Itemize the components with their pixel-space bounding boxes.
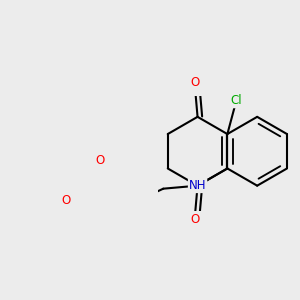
Text: Cl: Cl <box>230 94 242 107</box>
Text: O: O <box>95 154 104 167</box>
Text: NH: NH <box>189 179 206 192</box>
Text: O: O <box>190 76 199 89</box>
Text: O: O <box>62 194 71 207</box>
Text: O: O <box>190 214 199 226</box>
